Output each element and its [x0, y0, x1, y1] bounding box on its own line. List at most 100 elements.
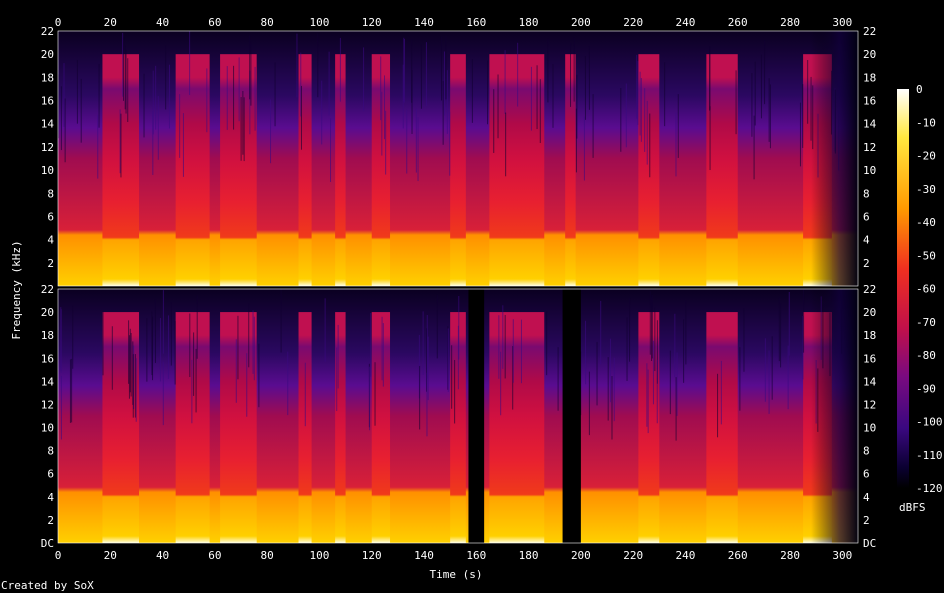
x-tick-label: 220 [623, 549, 643, 562]
noise-streak [557, 347, 559, 411]
noise-streak [374, 362, 376, 426]
noise-streak [102, 311, 104, 376]
noise-streak [384, 75, 386, 140]
noise-streak [799, 102, 801, 167]
noise-streak [426, 314, 428, 379]
noise-streak [512, 346, 514, 410]
spectrogram-panel-2 [58, 289, 858, 543]
noise-streak [300, 52, 302, 117]
noise-streak [129, 328, 131, 393]
noise-streak [402, 64, 404, 129]
loud-segment [638, 54, 660, 286]
x-tick-label: 200 [571, 16, 591, 29]
x-tick-label: 140 [414, 16, 434, 29]
noise-streak [196, 295, 198, 359]
noise-streak [235, 339, 237, 403]
y-tick-label: 12 [863, 398, 876, 411]
noise-streak [168, 64, 170, 129]
y-tick-label: 12 [41, 141, 54, 154]
noise-streak [134, 354, 136, 418]
x-tick-label: 240 [676, 16, 696, 29]
noise-streak [406, 109, 408, 174]
noise-streak [403, 37, 405, 102]
noise-streak [170, 302, 172, 366]
loud-segment [450, 312, 466, 543]
noise-streak [743, 308, 745, 372]
noise-streak [254, 66, 256, 131]
x-tick-label: 220 [623, 16, 643, 29]
noise-streak [647, 369, 649, 434]
y-tick-label: 2 [863, 514, 870, 527]
colorbar-tick-label: -50 [916, 249, 936, 262]
x-tick-label: 120 [362, 16, 382, 29]
noise-streak [69, 359, 71, 423]
noise-streak [258, 343, 260, 408]
y-tick-label: 2 [863, 257, 870, 270]
noise-streak [504, 314, 506, 379]
noise-streak [296, 33, 298, 98]
noise-streak [570, 43, 572, 107]
noise-streak [471, 59, 473, 123]
loud-segment [298, 312, 312, 543]
noise-streak [760, 54, 762, 119]
y-tick-label: 22 [41, 25, 54, 38]
noise-streak [370, 313, 372, 377]
noise-streak [250, 41, 252, 106]
noise-streak [656, 320, 658, 384]
noise-streak [803, 289, 805, 353]
y-tick-label: 14 [863, 375, 877, 388]
noise-streak [287, 351, 289, 416]
noise-streak [654, 307, 656, 372]
noise-streak [611, 376, 613, 440]
x-tick-label: 40 [156, 16, 169, 29]
noise-streak [717, 373, 719, 438]
noise-streak [427, 336, 429, 401]
noise-streak [751, 73, 753, 137]
y-tick-label: 22 [863, 283, 876, 296]
y-tick-label: 18 [41, 71, 54, 84]
noise-streak [629, 298, 631, 362]
noise-streak [625, 83, 627, 148]
noise-streak [802, 315, 804, 380]
noise-streak [768, 350, 770, 414]
noise-streak [788, 291, 790, 356]
noise-streak [249, 70, 251, 135]
noise-streak [709, 46, 711, 111]
noise-streak [369, 366, 371, 431]
x-tick-label: 180 [519, 549, 539, 562]
noise-streak [422, 311, 424, 375]
noise-streak [769, 84, 771, 149]
y-tick-label: 16 [41, 95, 54, 108]
loud-segment [175, 54, 210, 286]
x-tick-label: 60 [208, 16, 221, 29]
y-tick-label: 14 [863, 118, 877, 131]
noise-streak [651, 294, 653, 359]
noise-streak [596, 341, 598, 406]
noise-streak [97, 114, 99, 179]
panel-frame [57, 30, 859, 287]
y-tick-label: 14 [41, 118, 55, 131]
colorbar-tick-label: -40 [916, 216, 936, 229]
noise-streak [240, 97, 242, 161]
y-tick-label: 4 [863, 491, 870, 504]
noise-streak [280, 289, 282, 353]
noise-streak [300, 85, 302, 150]
noise-streak [179, 94, 181, 158]
y-tick-label: 10 [41, 422, 54, 435]
noise-streak [669, 350, 671, 415]
noise-streak [248, 303, 250, 368]
noise-streak [195, 348, 197, 413]
loud-segment [335, 54, 346, 286]
y-tick-label: 8 [47, 187, 54, 200]
noise-streak [445, 35, 447, 100]
y-tick-label: 22 [41, 283, 54, 296]
noise-streak [128, 320, 130, 384]
noise-streak [771, 336, 773, 400]
y-tick-label: DC [41, 537, 54, 550]
noise-streak [382, 323, 384, 387]
noise-streak [336, 347, 338, 412]
noise-streak [613, 357, 615, 422]
noise-streak [191, 359, 193, 424]
noise-streak [339, 37, 341, 102]
noise-streak [651, 297, 653, 362]
